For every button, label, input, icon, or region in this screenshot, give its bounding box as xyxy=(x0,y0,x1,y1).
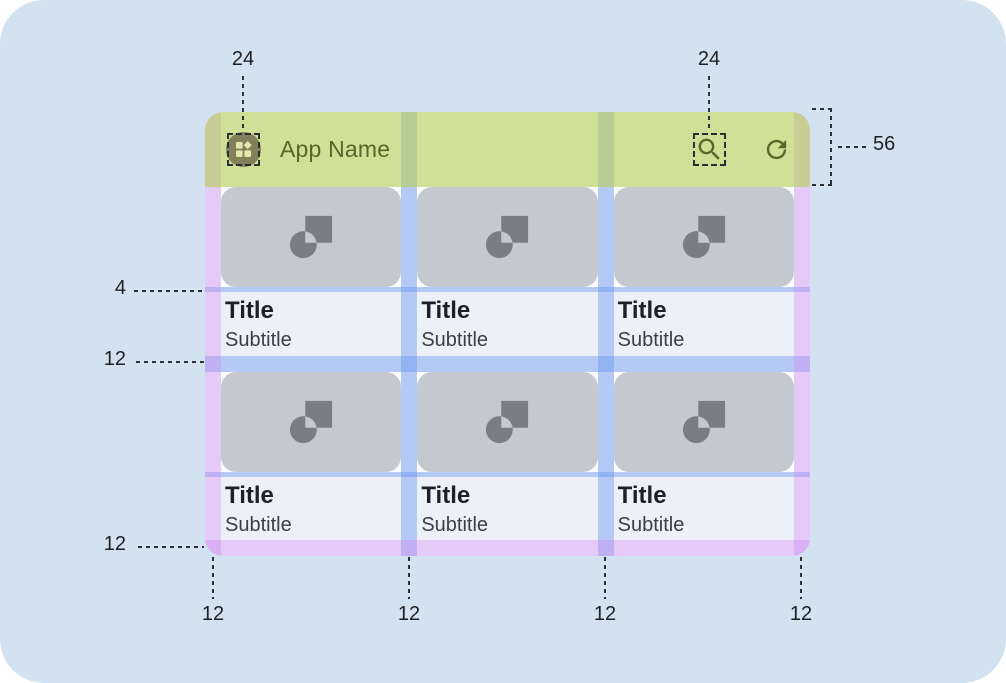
card-image[interactable] xyxy=(221,187,402,287)
image-placeholder-icon xyxy=(484,399,530,445)
annotation-bottom-margin: 12 xyxy=(103,533,126,555)
image-placeholder-icon xyxy=(288,214,334,260)
annotation-image-text-gap: 4 xyxy=(114,277,126,299)
annotation-leader-line xyxy=(242,76,244,130)
card-title: Title xyxy=(225,482,274,509)
card-text-block[interactable]: Title Subtitle xyxy=(613,477,794,540)
card-title: Title xyxy=(617,482,667,509)
card-subtitle: Subtitle xyxy=(617,329,685,351)
annotation-right-margin: 12 xyxy=(789,603,813,625)
card-image[interactable] xyxy=(613,187,794,287)
image-placeholder-icon xyxy=(681,399,727,445)
annotation-search-icon-size: 24 xyxy=(697,48,721,70)
card-subtitle: Subtitle xyxy=(225,514,292,536)
card-grid: Title Subtitle Title Subtitle Title Subt… xyxy=(221,187,794,540)
card-subtitle: Subtitle xyxy=(617,514,685,536)
annotation-leader-line xyxy=(136,361,206,363)
annotation-leader-line xyxy=(708,76,710,130)
annotation-leader-line xyxy=(134,290,206,292)
image-placeholder-icon xyxy=(681,214,727,260)
card-title: Title xyxy=(421,297,471,324)
card-image[interactable] xyxy=(221,372,402,472)
card-image[interactable] xyxy=(417,372,598,472)
annotation-app-icon-size: 24 xyxy=(231,48,255,70)
annotation-leader-line xyxy=(604,557,606,599)
annotation-leader-line xyxy=(800,557,802,599)
annotation-leader-line xyxy=(138,546,204,548)
search-icon-size-box xyxy=(693,133,726,166)
annotation-row-gutter: 12 xyxy=(103,348,126,370)
card-title: Title xyxy=(421,482,471,509)
annotation-bracket-tick xyxy=(812,184,832,186)
bottom-margin-overlay xyxy=(205,540,810,556)
card-title: Title xyxy=(617,297,667,324)
card-text-block[interactable]: Title Subtitle xyxy=(221,477,402,540)
annotation-column-gutter-1: 12 xyxy=(397,603,421,625)
search-icon xyxy=(695,135,724,164)
card-subtitle: Subtitle xyxy=(421,514,489,536)
annotation-bracket-line xyxy=(830,108,832,186)
app-icon-button[interactable] xyxy=(226,132,261,167)
app-grid-icon xyxy=(233,139,254,160)
refresh-button[interactable] xyxy=(761,134,792,165)
search-button[interactable] xyxy=(694,134,725,165)
annotation-bracket-tick xyxy=(812,108,832,110)
app-icon-size-box xyxy=(227,133,260,166)
annotation-left-margin: 12 xyxy=(201,603,225,625)
annotation-leader-line xyxy=(212,557,214,599)
annotation-appbar-height: 56 xyxy=(873,133,896,155)
card-subtitle: Subtitle xyxy=(225,329,292,351)
card-image[interactable] xyxy=(417,187,598,287)
card-title: Title xyxy=(225,297,274,324)
image-placeholder-icon xyxy=(288,399,334,445)
annotation-leader-line xyxy=(408,557,410,599)
card-text-block[interactable]: Title Subtitle xyxy=(417,292,598,356)
card-text-block[interactable]: Title Subtitle xyxy=(417,477,598,540)
appbar: App Name xyxy=(205,112,810,187)
card-subtitle: Subtitle xyxy=(421,329,489,351)
app-mockup: Title Subtitle Title Subtitle Title Subt… xyxy=(205,112,810,556)
image-placeholder-icon xyxy=(484,214,530,260)
card-text-block[interactable]: Title Subtitle xyxy=(613,292,794,356)
refresh-icon xyxy=(762,135,791,164)
card-image[interactable] xyxy=(613,372,794,472)
annotation-leader-line xyxy=(838,146,866,148)
annotation-column-gutter-2: 12 xyxy=(593,603,617,625)
app-title: App Name xyxy=(280,136,391,162)
card-text-block[interactable]: Title Subtitle xyxy=(221,292,402,356)
